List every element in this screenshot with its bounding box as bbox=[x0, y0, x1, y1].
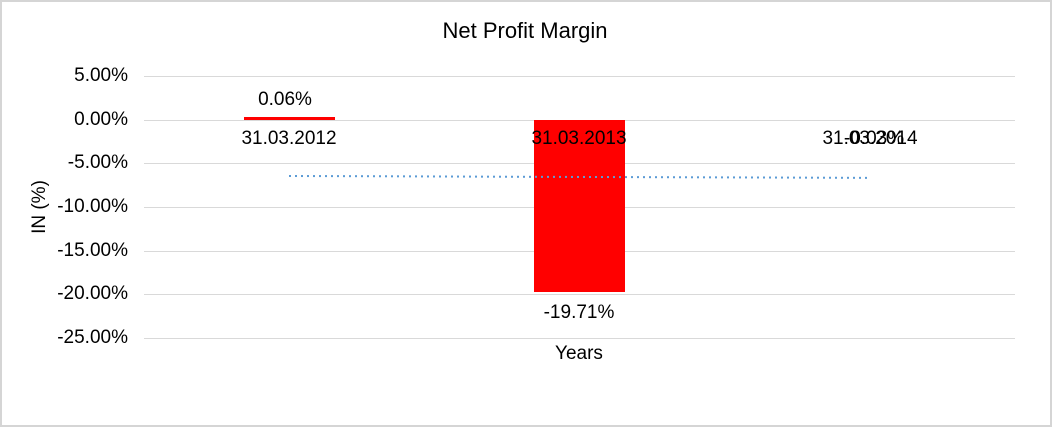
plot-area: 31.03.2012 31.03.2013 31.03.2014 0.06% -… bbox=[144, 76, 1015, 339]
y-tick-label-0: 0.00% bbox=[74, 109, 128, 130]
y-tick-label-neg20: -20.00% bbox=[57, 283, 128, 304]
chart-title: Net Profit Margin bbox=[442, 18, 608, 43]
data-label-2014: -0.03% bbox=[843, 128, 905, 149]
y-tick-label-neg10: -10.00% bbox=[57, 196, 128, 217]
category-label-2012: 31.03.2012 bbox=[241, 128, 337, 149]
data-label-2013: -19.71% bbox=[543, 302, 615, 323]
bar-2012 bbox=[244, 117, 335, 120]
category-label-2013: 31.03.2013 bbox=[531, 128, 627, 149]
x-axis-title: Years bbox=[555, 343, 603, 364]
gridline bbox=[144, 338, 1015, 339]
y-tick-label-neg5: -5.00% bbox=[67, 152, 128, 173]
category-label-2014: 31.03.2014 bbox=[822, 128, 918, 149]
y-axis-title: IN (%) bbox=[29, 180, 50, 234]
gridline bbox=[144, 294, 1015, 295]
y-tick-label-neg25: -25.00% bbox=[57, 327, 128, 348]
y-tick-label-neg15: -15.00% bbox=[57, 240, 128, 261]
gridline bbox=[144, 76, 1015, 77]
bar-2013 bbox=[534, 120, 625, 292]
data-label-2012: 0.06% bbox=[258, 89, 312, 110]
y-tick-label-5: 5.00% bbox=[74, 65, 128, 86]
